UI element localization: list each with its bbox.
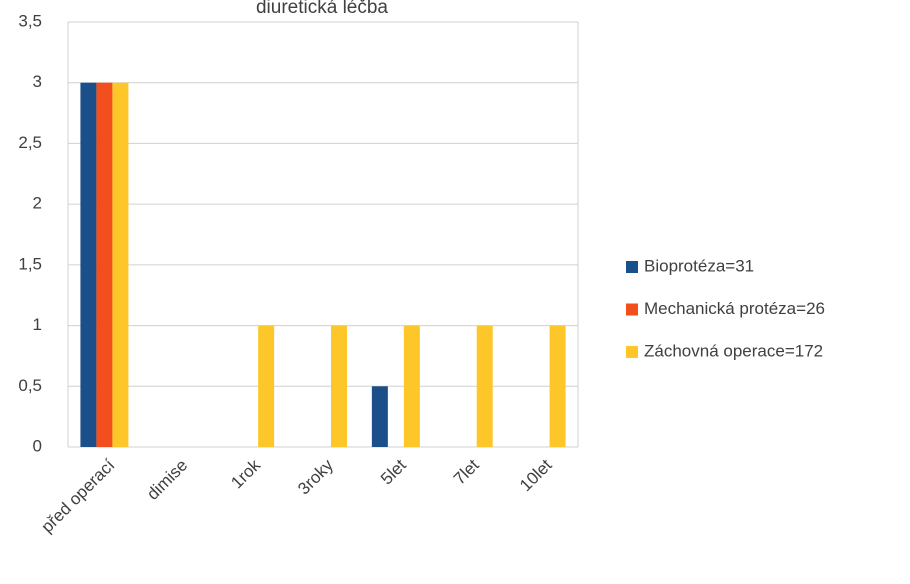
bar [476,325,493,447]
legend-swatch [626,303,638,316]
bar [258,325,275,447]
chart-title: diuretická léčba [256,0,388,18]
y-tick-label: 0 [33,436,42,455]
bar [80,82,97,447]
legend-label: Mechanická protéza=26 [644,299,825,318]
bar [96,82,113,447]
legend-swatch [626,261,638,273]
y-tick-label: 2,5 [18,133,42,152]
bar [549,325,566,447]
y-tick-label: 3,5 [18,11,42,30]
legend-label: Bioprotéza=31 [644,256,754,275]
bar [331,325,347,447]
legend-swatch [626,346,638,358]
y-tick-label: 1 [33,315,42,334]
legend-label: Záchovná operace=172 [644,341,823,360]
bar [371,386,388,447]
y-tick-label: 0,5 [18,376,42,395]
bar [403,325,420,447]
y-tick-label: 2 [33,194,42,213]
y-tick-label: 3 [33,72,42,91]
bar [112,82,129,447]
y-tick-label: 1,5 [18,254,42,273]
